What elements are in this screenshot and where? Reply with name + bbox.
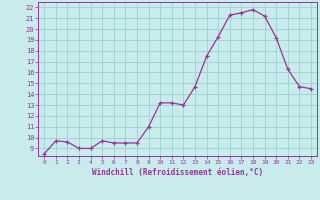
X-axis label: Windchill (Refroidissement éolien,°C): Windchill (Refroidissement éolien,°C) <box>92 168 263 177</box>
